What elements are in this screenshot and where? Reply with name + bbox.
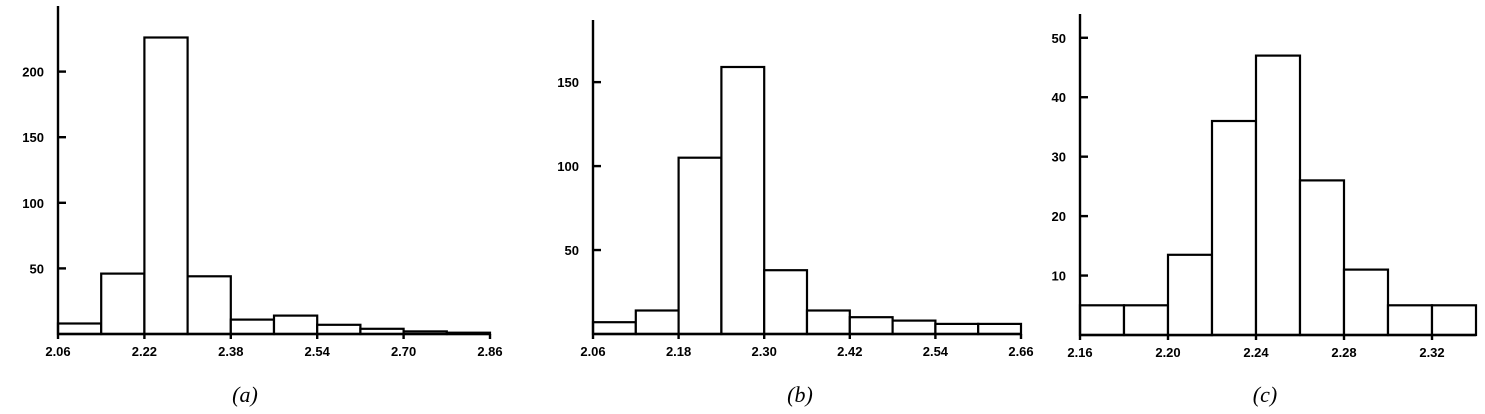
x-tick-label-c-1: 2.20: [1155, 345, 1180, 360]
x-tick-label-a-4: 2.70: [391, 344, 416, 359]
x-tick-label-a-0: 2.06: [45, 344, 70, 359]
histogram-bar-a-4: [229, 318, 276, 336]
histogram-bar-b-3: [720, 65, 766, 336]
x-tick-label-b-5: 2.66: [1008, 344, 1033, 359]
y-tick-label-c-1: 20: [1052, 209, 1066, 224]
histogram-panel-a: 50 100 150 200 2.06 2.22 2.38 2.54 2.70 2.86 (a): [22, 6, 503, 407]
y-tick-label-c-4: 50: [1052, 31, 1066, 46]
y-tick-label-a-0: 50: [30, 261, 44, 276]
histogram-bar-c-4: [1254, 54, 1302, 337]
histogram-bar-a-0: [56, 322, 103, 336]
panel-caption-b: (b): [787, 382, 813, 407]
y-tick-label-c-2: 30: [1052, 150, 1066, 165]
y-tick-label-a-2: 150: [22, 130, 44, 145]
x-tick-label-b-2: 2.30: [752, 344, 777, 359]
histogram-bar-a-2: [143, 36, 189, 336]
y-tick-label-a-1: 100: [22, 196, 44, 211]
histogram-bar-b-6: [848, 316, 894, 336]
histogram-bar-a-1: [100, 272, 146, 336]
histogram-bar-a-3: [186, 275, 232, 336]
histogram-bar-b-5: [805, 309, 851, 336]
panel-caption-c: (c): [1253, 382, 1277, 407]
histogram-bar-c-1: [1122, 304, 1170, 337]
x-tick-label-c-0: 2.16: [1067, 345, 1092, 360]
histogram-bar-c-0: [1078, 304, 1126, 337]
histogram-panel-c: 10 20 30 40 50 2.16 2.20 2.24 2.28 2.32 (c): [1052, 14, 1478, 407]
y-tick-label-b-1: 100: [557, 159, 579, 174]
x-tick-label-c-3: 2.28: [1331, 345, 1356, 360]
x-tick-label-c-4: 2.32: [1419, 345, 1444, 360]
histogram-bar-c-8: [1430, 304, 1478, 337]
x-tick-label-b-1: 2.18: [666, 344, 691, 359]
y-tick-label-a-3: 200: [22, 65, 44, 80]
histogram-bar-b-9: [977, 322, 1023, 336]
histogram-bar-b-7: [891, 319, 937, 336]
y-tick-label-c-3: 40: [1052, 90, 1066, 105]
panel-caption-a: (a): [232, 382, 258, 407]
histogram-panel-b: 50 100 150 2.06 2.18 2.30 2.42 2.54 2.66 (b): [557, 20, 1034, 407]
histogram-bar-b-8: [934, 322, 980, 336]
x-tick-label-b-0: 2.06: [580, 344, 605, 359]
histogram-bar-c-3: [1210, 119, 1258, 337]
y-tick-label-b-2: 150: [557, 75, 579, 90]
histogram-bar-c-2: [1166, 253, 1214, 337]
x-tick-label-a-3: 2.54: [305, 344, 331, 359]
y-tick-label-b-0: 50: [565, 243, 579, 258]
y-tick-label-c-0: 10: [1052, 269, 1066, 284]
histogram-bar-c-5: [1298, 179, 1346, 337]
histogram-bar-c-7: [1386, 304, 1434, 337]
histogram-bar-a-5: [272, 314, 319, 336]
histogram-bar-b-2: [677, 156, 723, 336]
x-tick-label-c-2: 2.24: [1243, 345, 1269, 360]
x-tick-label-a-2: 2.38: [218, 344, 243, 359]
histogram-bar-c-6: [1342, 268, 1390, 337]
histogram-bar-a-6: [316, 323, 362, 336]
x-tick-label-b-4: 2.54: [923, 344, 949, 359]
histogram-bar-b-4: [763, 269, 809, 336]
x-tick-label-a-1: 2.22: [132, 344, 157, 359]
histogram-bar-b-1: [634, 309, 680, 336]
histogram-bar-b-0: [591, 321, 637, 336]
x-tick-label-a-5: 2.86: [477, 344, 502, 359]
x-tick-label-b-3: 2.42: [837, 344, 862, 359]
